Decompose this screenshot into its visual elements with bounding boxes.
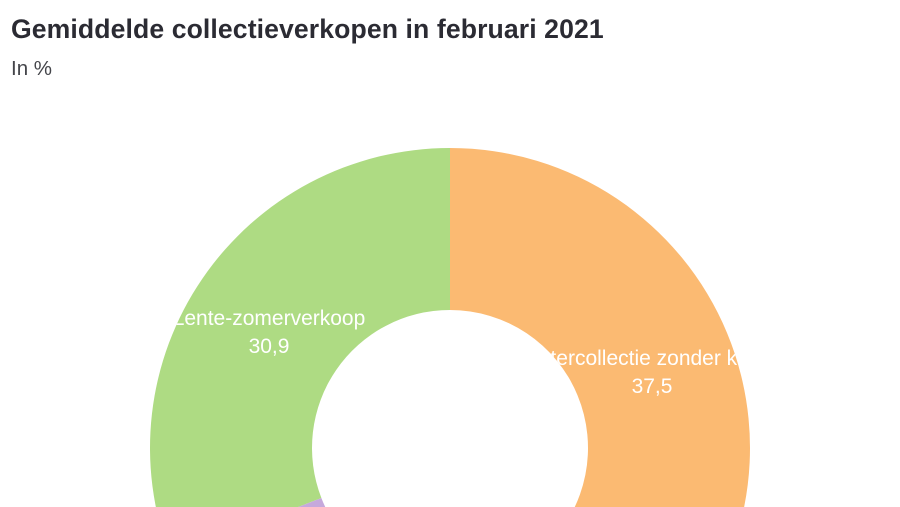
svg-text:Lente-zomerverkoop: Lente-zomerverkoop [173, 307, 366, 330]
svg-text:Wintercollectie zonder korting: Wintercollectie zonder korting [514, 347, 789, 370]
svg-text:37,5: 37,5 [632, 375, 673, 398]
svg-text:30,9: 30,9 [249, 335, 290, 358]
